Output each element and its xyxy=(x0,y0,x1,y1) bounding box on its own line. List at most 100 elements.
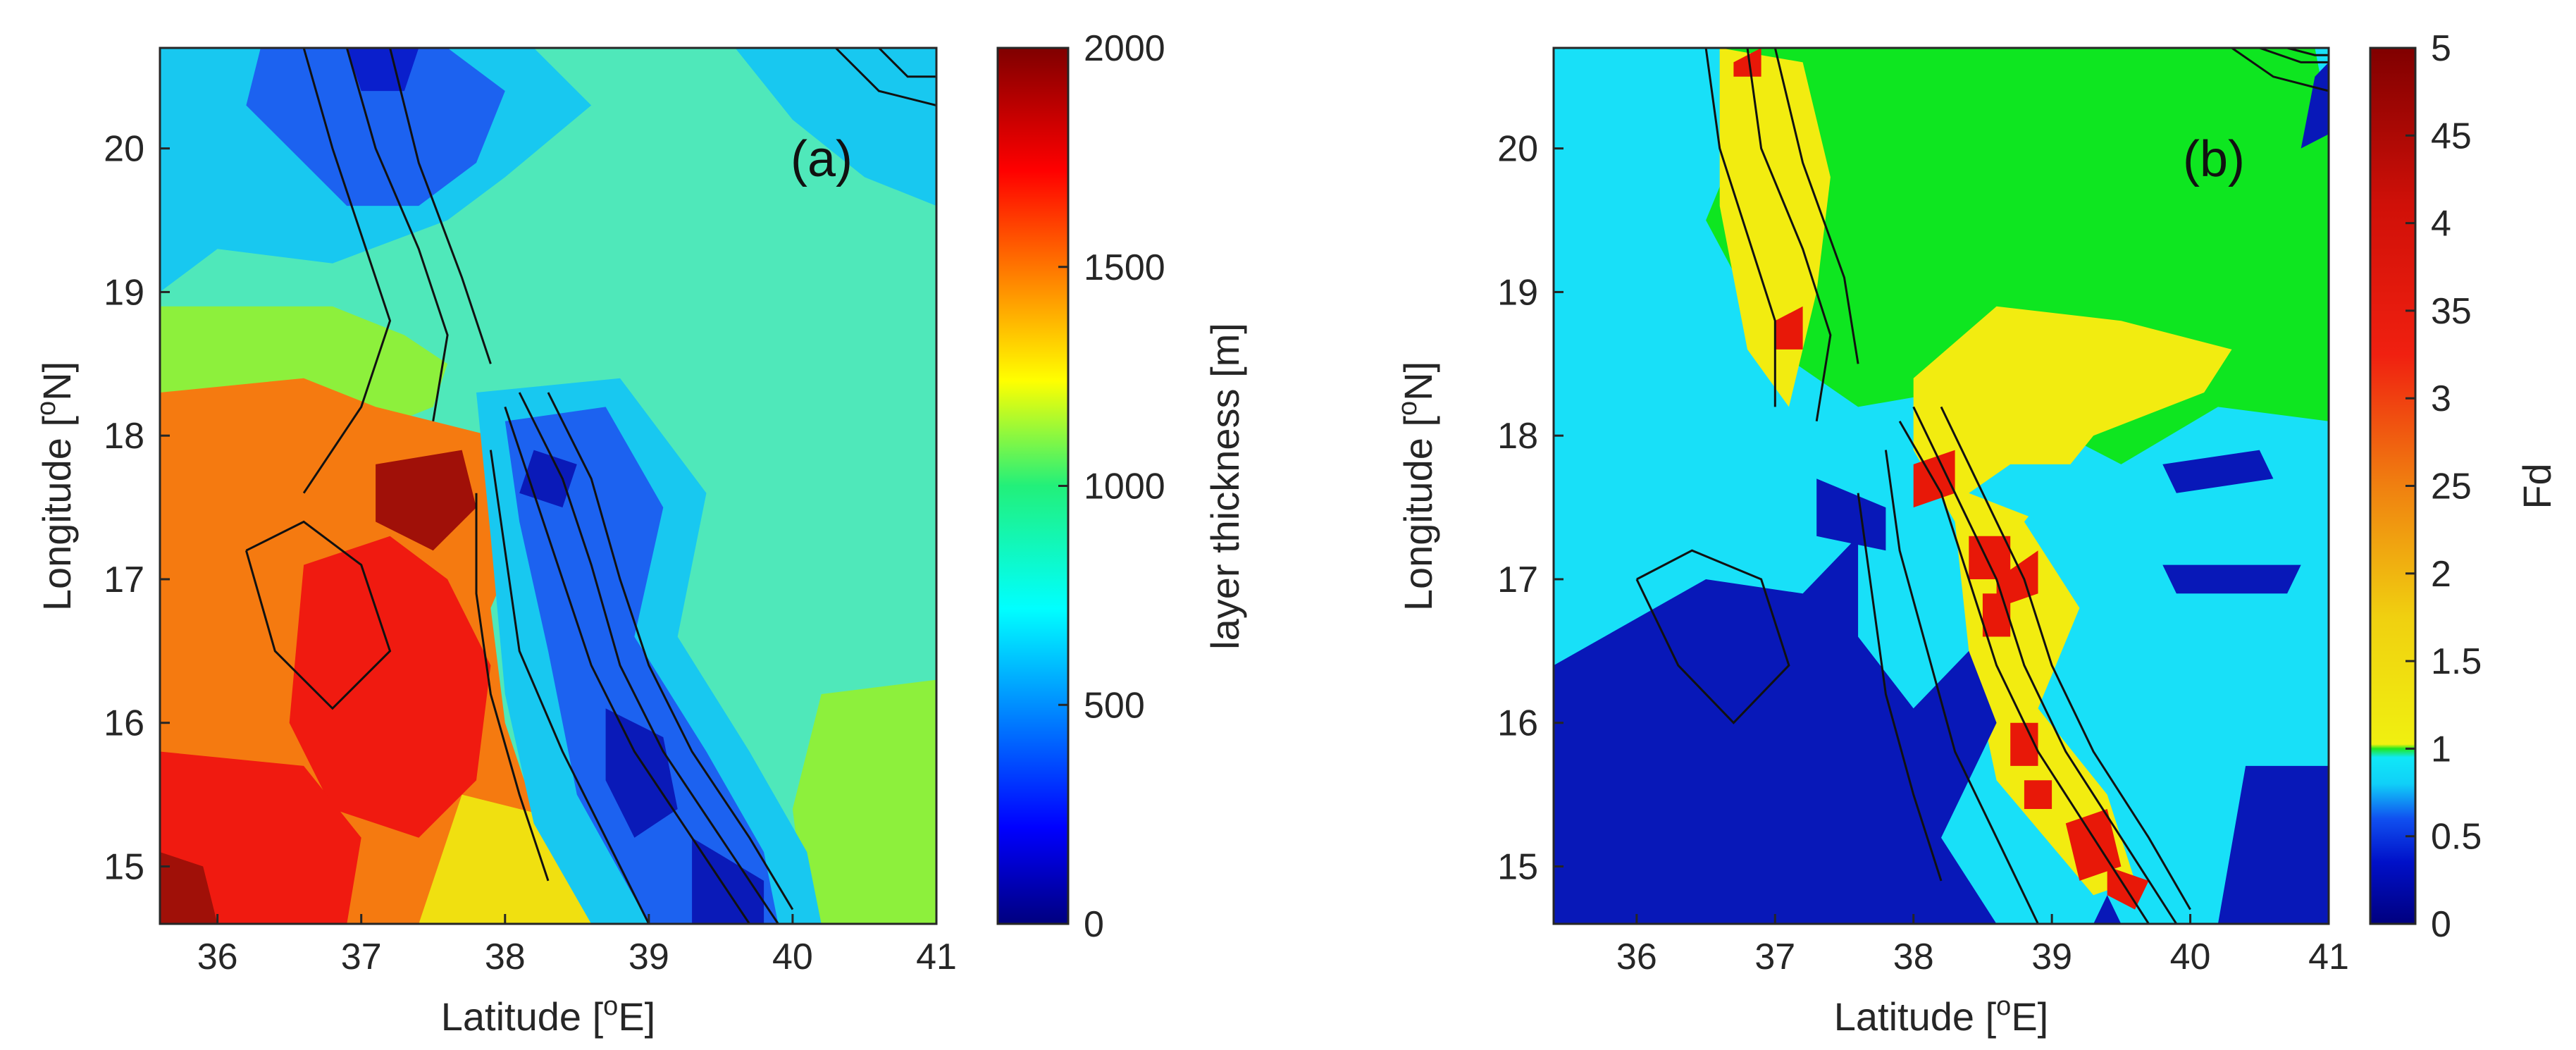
panel-a-y-tick-label: 17 xyxy=(104,560,144,600)
panel-b-contour-line xyxy=(2231,48,2329,92)
panel-b-region xyxy=(2010,722,2038,766)
panel-b-x-tick-label: 39 xyxy=(2031,937,2072,977)
panel-a-contour-line xyxy=(389,48,492,364)
panel-a-region xyxy=(289,536,491,838)
panel-a-colorbar-tick-label: 1000 xyxy=(1084,467,1165,507)
panel-a-contour-line xyxy=(489,450,650,924)
panel-b-y-tick-label: 19 xyxy=(1497,272,1538,313)
panel-a-contour-line xyxy=(475,493,550,882)
panel-b-colorbar-label: Fd xyxy=(2515,463,2559,509)
panel-b-x-tick-label: 38 xyxy=(1893,937,1934,977)
panel-b-region xyxy=(1733,48,1761,77)
panel-a-x-ticks: 36 37 38 39 40 41 xyxy=(197,914,957,977)
panel-b-x-tick-label: 41 xyxy=(2308,937,2349,977)
panel-a-contour-line xyxy=(878,48,936,78)
panel-a-region xyxy=(504,407,779,924)
panel-a-x-tick-label: 39 xyxy=(628,937,669,977)
panel-a-region xyxy=(376,450,476,551)
panel-b-region xyxy=(2024,780,2052,809)
panel-b-region xyxy=(2162,450,2274,493)
panel-a-region xyxy=(692,837,764,924)
panel-a-x-axis-title: Latitude [oE] xyxy=(441,992,655,1039)
panel-a-y-tick-label: 19 xyxy=(104,272,144,313)
panel-a-contour-line xyxy=(518,392,779,924)
panel-b-region xyxy=(2301,62,2329,149)
panel-a-x-tick-label: 38 xyxy=(485,937,526,977)
panel-b-contour-line xyxy=(1704,48,1776,407)
panel-b-label: (b) xyxy=(2183,131,2245,187)
panel-b-colorbar-tick-label: 0.5 xyxy=(2431,817,2482,858)
panel-b-frame xyxy=(1552,47,2330,925)
panel-a-x-tick-label: 40 xyxy=(772,937,813,977)
panel-b-region xyxy=(1775,306,1803,350)
panel-a-contour-line xyxy=(302,48,392,494)
panel-a-y-tick-label: 15 xyxy=(104,846,144,887)
panel-a-colorbar-tick-label: 500 xyxy=(1084,685,1145,726)
panel-a-contour-line xyxy=(345,48,449,422)
panel-b-region xyxy=(2065,809,2122,881)
panel-b-colorbar-tick-label: 3 xyxy=(2431,378,2451,419)
panel-b-contour-line xyxy=(2286,48,2329,56)
panel-b-region xyxy=(2093,895,2122,924)
panel-b-contour-line xyxy=(1773,48,1859,364)
panel-b-x-axis-title: Latitude [oE] xyxy=(1834,992,2048,1039)
panel-b-region xyxy=(1554,536,1997,924)
panel-b-x-tick-label: 37 xyxy=(1754,937,1795,977)
panel-b-region xyxy=(1969,536,2011,579)
panel-b-region xyxy=(2162,564,2301,594)
panel-b-contour-line xyxy=(1940,406,2191,910)
panel-b-y-tick-label: 16 xyxy=(1497,703,1538,744)
panel-a-contour-line xyxy=(244,520,392,710)
panel-a-label: (a) xyxy=(791,131,853,187)
panel-b-region xyxy=(1913,306,2232,896)
panel-a-colorbar-ramp xyxy=(996,47,1070,925)
panel-b-colorbar-tick-label: 1 xyxy=(2431,729,2451,770)
panel-a-region xyxy=(160,751,361,924)
panel-a-colorbar-tick-label: 0 xyxy=(1084,904,1104,945)
panel-a-contour-line xyxy=(835,48,936,106)
panel-a-y-axis-title: Longitude [oN] xyxy=(32,362,79,611)
panel-b-colorbar-tick-label: 2 xyxy=(2431,554,2451,595)
panel-b-plot xyxy=(1554,48,2329,924)
panel-b-region xyxy=(2217,765,2329,924)
panel-b-contour-line xyxy=(2259,48,2329,63)
panel-b-x-tick-label: 40 xyxy=(2170,937,2211,977)
panel-b-y-tick-label: 18 xyxy=(1497,416,1538,457)
panel-b-colorbar-tick-label: 45 xyxy=(2431,116,2472,156)
panel-a-colorbar-tick-label: 2000 xyxy=(1084,28,1165,69)
panel-a-y-ticks: 15 16 17 18 19 20 xyxy=(104,129,170,887)
panel-a: (a) 36 37 38 39 40 41 15 16 17 18 19 20 Latitude [… xyxy=(32,28,1247,1039)
panel-a-y-tick-label: 18 xyxy=(104,416,144,457)
panel-a-x-tick-label: 37 xyxy=(341,937,382,977)
panel-a-region xyxy=(792,679,936,924)
panel-b-contour-line xyxy=(1746,48,1832,422)
panel-a-contour-line xyxy=(547,392,794,910)
panel-a-regions xyxy=(160,48,936,924)
panel-b-y-axis-title: Longitude [oN] xyxy=(1393,362,1440,611)
panel-b-y-tick-label: 20 xyxy=(1497,129,1538,170)
panel-b-regions xyxy=(1554,48,2329,924)
panel-a-frame xyxy=(159,47,938,925)
panel-a-plot xyxy=(160,48,936,924)
panel-a-colorbar-ticks: 0 500 1000 1500 2000 xyxy=(1058,28,1165,945)
panel-b-x-tick-label: 36 xyxy=(1616,937,1657,977)
panel-b-contour-line xyxy=(1635,549,1790,724)
panel-a-region xyxy=(246,48,505,206)
panel-b-region xyxy=(1816,478,1886,551)
panel-a-colorbar-tick-label: 1500 xyxy=(1084,247,1165,288)
panel-a-colorbar-label: layer thickness [m] xyxy=(1203,323,1247,650)
panel-a-x-tick-label: 36 xyxy=(197,937,238,977)
panel-b-x-ticks: 36 37 38 39 40 41 xyxy=(1616,914,2349,977)
panel-a-contours xyxy=(244,48,936,924)
panel-b-region xyxy=(1969,464,2218,536)
panel-b-region xyxy=(1996,550,2038,608)
panel-b-contour-line xyxy=(1898,421,2150,924)
panel-a-colorbar: 0 500 1000 1500 2000 layer thickness [m] xyxy=(996,28,1247,945)
panel-b-contours xyxy=(1635,48,2329,924)
panel-b-colorbar-ticks: 0 0.5 1 1.5 2 25 3 35 4 45 5 xyxy=(2405,28,2482,945)
panel-b-y-tick-label: 17 xyxy=(1497,560,1538,600)
panel-a-region xyxy=(735,48,936,206)
panel-b-colorbar-tick-label: 5 xyxy=(2431,28,2451,69)
